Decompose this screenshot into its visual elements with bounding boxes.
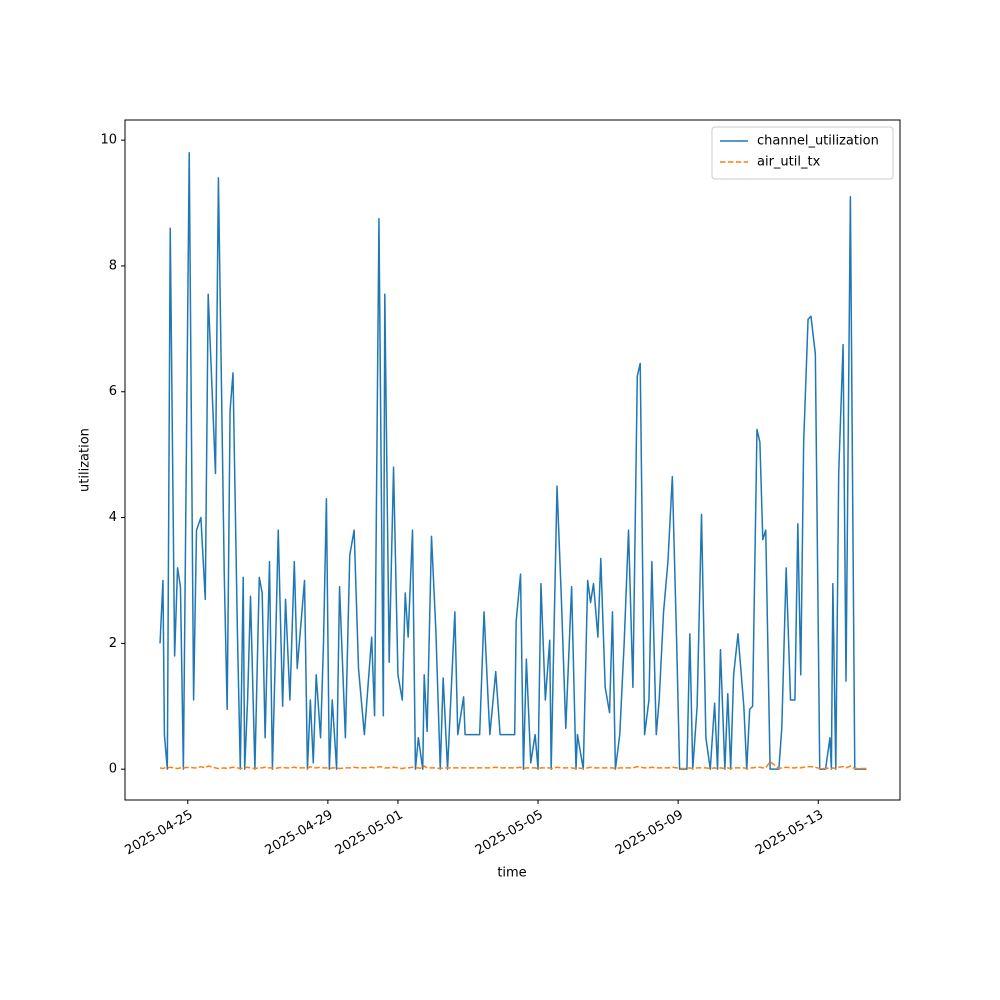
y-tick-label: 2 [109, 636, 117, 651]
y-tick-label: 0 [109, 762, 117, 777]
x-tick-label: 2025-05-13 [753, 808, 826, 859]
legend-box [711, 126, 894, 180]
x-tick-label: 2025-04-25 [123, 808, 196, 859]
series-line [159, 151, 867, 770]
x-axis-label: time [497, 866, 526, 881]
legend-label: channel_utilization [757, 134, 879, 149]
y-axis-label: utilization [78, 428, 93, 492]
x-tick-label: 2025-05-01 [333, 808, 406, 859]
y-tick-label: 6 [109, 384, 117, 399]
y-tick-label: 4 [109, 510, 117, 525]
y-tick-label: 8 [109, 258, 117, 273]
x-tick-label: 2025-05-05 [473, 808, 546, 859]
plot-frame [124, 119, 901, 801]
x-tick-label: 2025-05-09 [613, 808, 686, 859]
series-line [159, 760, 867, 770]
y-tick-label: 10 [100, 133, 117, 148]
legend: channel_utilization air_util_tx [711, 126, 894, 180]
legend-label: air_util_tx [757, 155, 821, 170]
x-tick-label: 2025-04-29 [263, 808, 336, 859]
